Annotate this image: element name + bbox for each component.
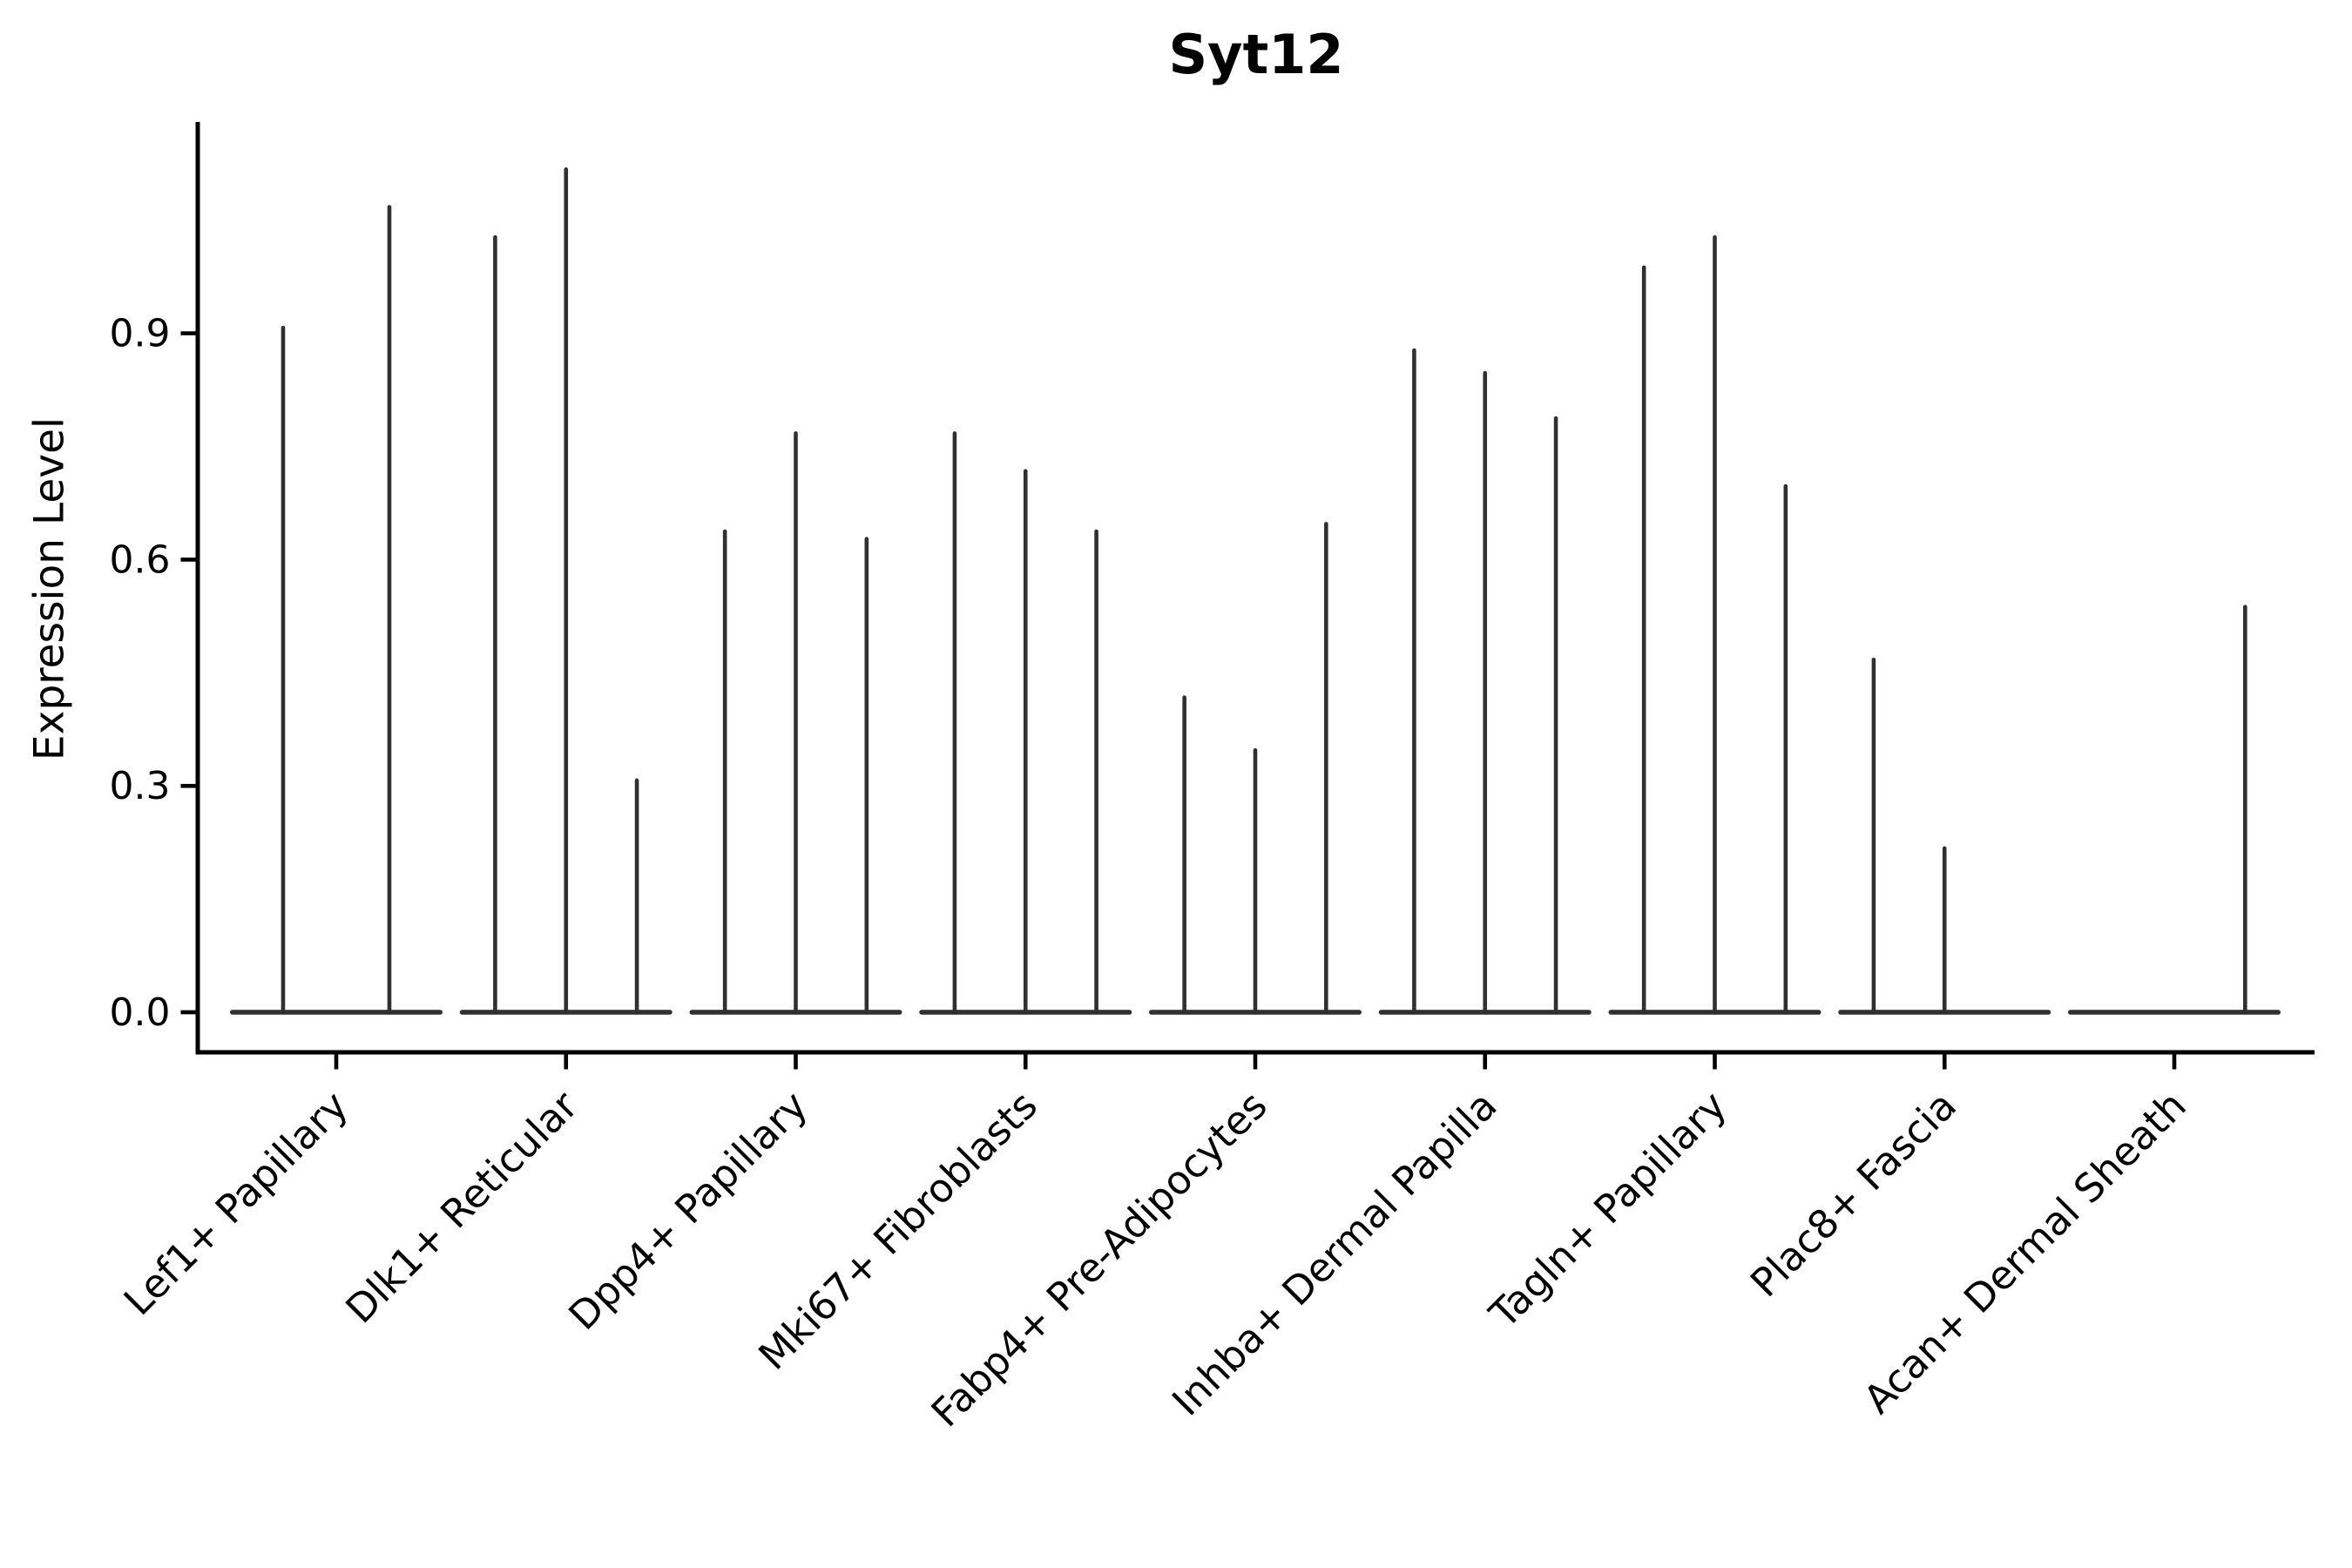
x-tick	[564, 1054, 569, 1070]
violin-spike	[1641, 265, 1646, 1015]
violin-spike	[1713, 235, 1717, 1015]
x-tick	[1253, 1054, 1258, 1070]
x-tick	[1483, 1054, 1488, 1070]
y-tick	[180, 783, 196, 788]
violin-spike	[634, 778, 639, 1015]
x-tick-label: Tagln+ Papillary	[1480, 1082, 1735, 1337]
x-tick	[334, 1054, 339, 1070]
violin-spike	[387, 205, 392, 1015]
violin-spike	[1253, 747, 1258, 1015]
violin-spike	[1324, 522, 1328, 1015]
violin-spike	[1182, 695, 1186, 1015]
violin-spike	[280, 325, 286, 1015]
x-tick	[1942, 1054, 1947, 1070]
x-tick-label: Lef1+ Papillary	[115, 1082, 357, 1324]
y-tick-label: 0.9	[110, 312, 171, 356]
violin-baseline	[2068, 1010, 2281, 1015]
y-tick	[180, 558, 196, 562]
x-tick-label: Plac8+ Fascia	[1741, 1082, 1965, 1306]
violin-spike	[1094, 529, 1098, 1015]
y-tick-label: 0.3	[110, 764, 171, 808]
violin-spike	[564, 167, 569, 1015]
plot-title: Syt12	[1168, 23, 1344, 86]
x-tick-label: Dlk1+ Reticular	[337, 1082, 587, 1332]
violin-spike	[1871, 657, 1876, 1015]
x-tick	[1713, 1054, 1717, 1070]
violin-spike	[1783, 483, 1788, 1015]
x-tick-label: Dpp4+ Papillary	[559, 1082, 816, 1339]
violin-spike	[864, 537, 869, 1015]
violin-spike	[1942, 846, 1947, 1015]
violin-spike	[794, 431, 798, 1015]
violin-spike	[1553, 416, 1558, 1015]
y-tick	[180, 1010, 196, 1015]
x-axis-spine	[195, 1050, 2315, 1055]
violin-spike	[1023, 469, 1028, 1015]
violin-spike	[493, 235, 497, 1015]
y-axis-spine	[195, 122, 200, 1055]
x-tick	[1023, 1054, 1028, 1070]
y-tick-label: 0.6	[110, 537, 171, 582]
y-tick-label: 0.0	[110, 990, 171, 1035]
y-tick	[180, 331, 196, 335]
violin-spike	[952, 431, 957, 1015]
violin-spike	[722, 529, 727, 1015]
x-tick	[2172, 1054, 2177, 1070]
violin-spike	[1412, 348, 1416, 1015]
violin-spike	[2243, 605, 2247, 1015]
violin-spike	[1483, 370, 1488, 1015]
x-tick	[794, 1054, 798, 1070]
violin-baseline	[230, 1010, 443, 1015]
